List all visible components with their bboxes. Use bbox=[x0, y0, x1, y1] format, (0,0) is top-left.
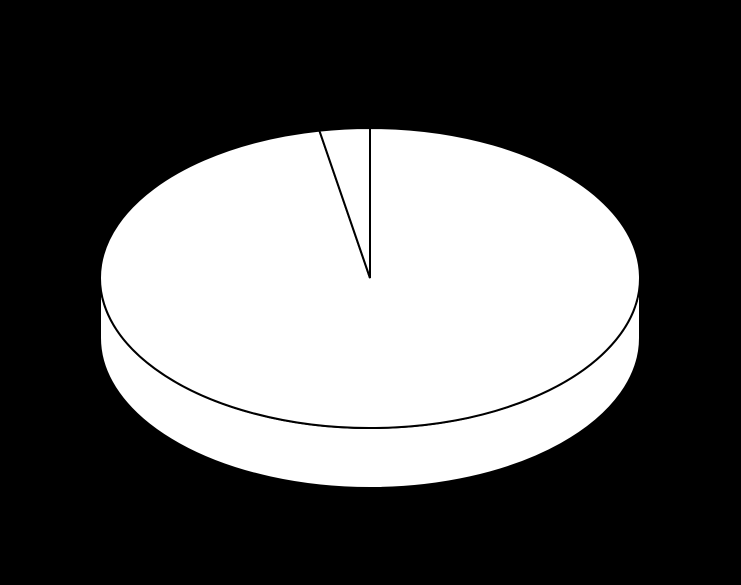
pie-3d-svg bbox=[0, 0, 741, 580]
pie-3d-chart bbox=[0, 0, 741, 585]
